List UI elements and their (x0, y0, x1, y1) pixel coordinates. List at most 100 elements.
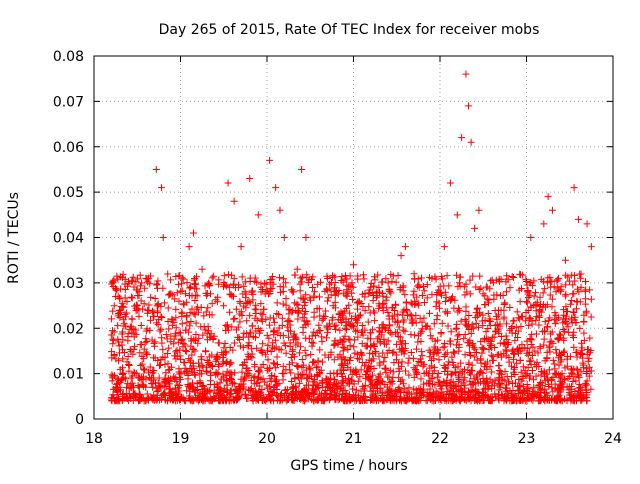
y-axis-label: ROTI / TECUs (6, 192, 22, 284)
data-point (270, 315, 277, 322)
data-point (160, 234, 167, 241)
data-point (551, 365, 558, 372)
data-point (401, 328, 408, 335)
data-point (314, 363, 321, 370)
data-point (493, 316, 500, 323)
data-point (400, 318, 407, 325)
data-point (164, 360, 171, 367)
data-point (402, 243, 409, 250)
data-point (586, 286, 593, 293)
data-point (343, 326, 350, 333)
x-tick-label: 23 (518, 431, 536, 447)
data-point (564, 308, 571, 315)
data-point (411, 270, 418, 277)
data-point (302, 234, 309, 241)
data-point (225, 180, 232, 187)
data-point (552, 320, 559, 327)
data-point (415, 276, 422, 283)
data-point (138, 279, 145, 286)
data-point (285, 310, 292, 317)
data-point (424, 281, 431, 288)
data-point (565, 375, 572, 382)
data-point (150, 313, 157, 320)
data-point (279, 370, 286, 377)
data-point (238, 243, 245, 250)
data-point (142, 339, 149, 346)
data-point (461, 291, 468, 298)
data-point (582, 295, 589, 302)
data-point (236, 298, 243, 305)
data-point (303, 352, 310, 359)
data-point (503, 272, 510, 279)
data-point (485, 310, 492, 317)
data-point (154, 277, 161, 284)
data-point (396, 323, 403, 330)
data-point (458, 134, 465, 141)
data-point (582, 278, 589, 285)
data-point (231, 198, 238, 205)
data-point (523, 298, 530, 305)
data-point (588, 313, 595, 320)
data-point (456, 376, 463, 383)
data-point (124, 337, 131, 344)
data-point (179, 320, 186, 327)
data-point (299, 356, 306, 363)
data-point (480, 345, 487, 352)
data-point (242, 278, 249, 285)
data-point (193, 320, 200, 327)
data-point (230, 316, 237, 323)
x-tick-label: 19 (172, 431, 190, 447)
data-point (114, 322, 121, 329)
data-point (111, 302, 118, 309)
data-point (515, 376, 522, 383)
data-point (210, 273, 217, 280)
data-point (578, 271, 585, 278)
data-point (555, 336, 562, 343)
data-point (522, 276, 529, 283)
data-point (285, 317, 292, 324)
data-point (477, 355, 484, 362)
data-point (412, 366, 419, 373)
data-point (306, 365, 313, 372)
data-point (543, 354, 550, 361)
data-point (342, 272, 349, 279)
y-tick-label: 0.06 (53, 140, 84, 156)
data-point (497, 340, 504, 347)
data-point (575, 216, 582, 223)
data-point (483, 328, 490, 335)
data-point (252, 306, 259, 313)
data-point (221, 340, 228, 347)
data-point (183, 313, 190, 320)
data-point (274, 353, 281, 360)
data-point (551, 361, 558, 368)
data-point (360, 275, 367, 282)
data-point (532, 317, 539, 324)
data-point (421, 287, 428, 294)
x-tick-label: 21 (345, 431, 363, 447)
data-point (204, 304, 211, 311)
y-tick-label: 0.03 (53, 276, 84, 292)
data-point (465, 102, 472, 109)
data-point (462, 316, 469, 323)
y-tick-label: 0 (75, 412, 84, 428)
data-point (584, 220, 591, 227)
data-point (129, 316, 136, 323)
data-point (123, 298, 130, 305)
data-point (418, 274, 425, 281)
data-point (154, 285, 161, 292)
data-point (579, 351, 586, 358)
data-point (172, 306, 179, 313)
data-point (209, 300, 216, 307)
data-point (108, 315, 115, 322)
data-point (471, 225, 478, 232)
data-point (288, 354, 295, 361)
data-point (354, 273, 361, 280)
data-point (562, 281, 569, 288)
data-point (228, 376, 235, 383)
data-point (569, 291, 576, 298)
data-point (438, 330, 445, 337)
data-point (379, 278, 386, 285)
data-point (540, 220, 547, 227)
data-point (199, 266, 206, 273)
data-point (408, 312, 415, 319)
